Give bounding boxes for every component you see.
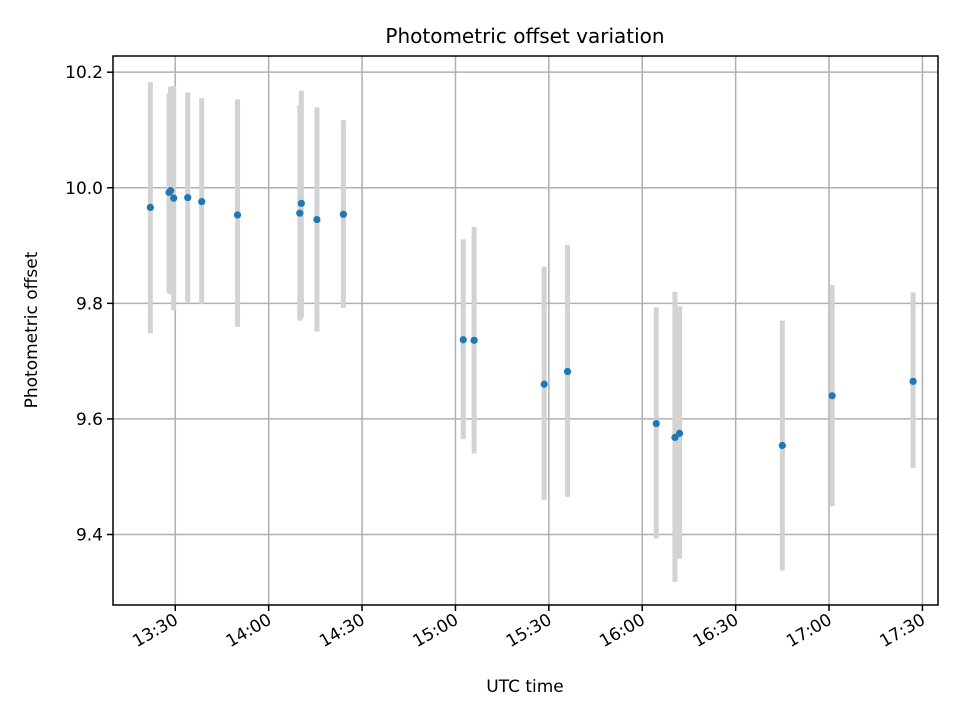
data-point-10 <box>339 210 347 218</box>
data-point-0 <box>146 203 154 212</box>
x-tick-label: 15:00 <box>410 610 462 652</box>
x-tick-label: 17:30 <box>876 610 928 652</box>
data-point-11 <box>459 336 467 344</box>
x-tick-label: 17:00 <box>783 610 835 652</box>
data-point-15 <box>652 419 660 428</box>
data-point-4 <box>184 193 192 202</box>
x-tick-label: 13:30 <box>129 610 181 652</box>
data-point-5 <box>198 198 206 206</box>
data-point-9 <box>313 215 321 224</box>
x-tick-label: 16:00 <box>596 610 648 652</box>
chart-title: Photometric offset variation <box>385 24 664 48</box>
data-point-18 <box>778 441 786 450</box>
y-tick-label: 9.4 <box>76 525 103 545</box>
data-point-3 <box>170 194 178 202</box>
data-point-8 <box>297 199 305 207</box>
y-tick-label: 9.8 <box>76 294 103 314</box>
data-points <box>146 187 917 450</box>
data-point-17 <box>676 429 684 437</box>
y-tick-label: 9.6 <box>76 410 103 430</box>
x-tick-label: 14:30 <box>316 610 368 652</box>
y-tick-label: 10.0 <box>65 179 103 199</box>
data-point-19 <box>828 392 836 400</box>
error-bars <box>147 82 916 582</box>
y-tick-label: 10.2 <box>65 63 103 83</box>
y-axis-ticks: 9.4 9.6 9.8 10.0 10.2 <box>65 63 113 545</box>
data-point-16 <box>671 433 679 442</box>
data-point-20 <box>909 377 917 385</box>
data-point-7 <box>296 209 304 217</box>
x-tick-label: 15:30 <box>503 610 555 652</box>
grid-lines <box>113 56 938 605</box>
data-point-13 <box>540 380 548 388</box>
x-axis-label: UTC time <box>486 677 564 697</box>
plot-frame <box>112 55 939 606</box>
x-tick-label: 16:30 <box>690 610 742 652</box>
x-axis-ticks: 13:30 14:00 14:30 15:00 15:30 16:00 16:30 17:00… <box>129 605 929 652</box>
data-point-2 <box>166 187 175 195</box>
x-tick-label: 14:00 <box>223 610 275 652</box>
y-axis-label: Photometric offset <box>22 251 42 408</box>
data-point-14 <box>563 367 572 376</box>
data-point-6 <box>233 211 242 219</box>
data-point-12 <box>470 336 478 344</box>
